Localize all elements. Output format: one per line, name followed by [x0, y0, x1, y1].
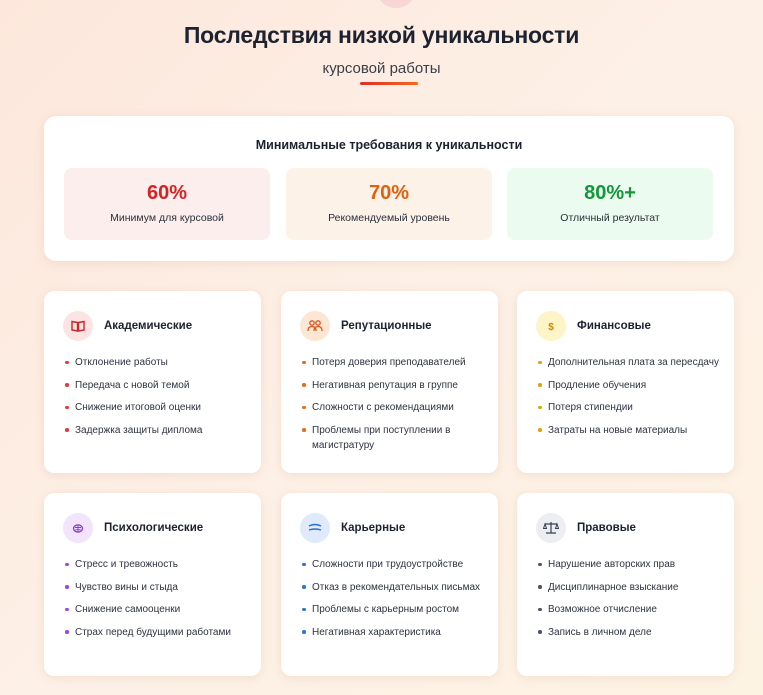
- list-item: Нарушение авторских прав: [538, 557, 724, 572]
- scales-icon: [536, 513, 566, 543]
- list-item: Передача с новой темой: [65, 378, 251, 393]
- consequence-card-financial: $ Финансовые Дополнительная плата за пер…: [517, 291, 734, 473]
- list-item: Продление обучения: [538, 378, 724, 393]
- list-item: Потеря стипендии: [538, 400, 724, 415]
- list-item: Сложности с рекомендациями: [302, 400, 488, 415]
- list-item: Снижение итоговой оценки: [65, 400, 251, 415]
- consequence-card-career: Карьерные Сложности при трудоустройстве …: [281, 493, 498, 676]
- card-title: Психологические: [104, 522, 204, 534]
- list-item: Запись в личном деле: [538, 625, 724, 640]
- card-header: $ Финансовые: [536, 311, 651, 341]
- requirement-value: 70%: [368, 182, 410, 204]
- requirement-label: Отличный результат: [560, 212, 660, 224]
- svg-text:$: $: [548, 322, 554, 332]
- requirement-tile-excellent: 80%+ Отличный результат: [507, 168, 713, 240]
- list-item: Снижение самооценки: [65, 602, 251, 617]
- people-icon: [300, 311, 330, 341]
- consequence-list: Дополнительная плата за пересдачу Продле…: [538, 355, 724, 445]
- decorative-blob: [378, 0, 414, 8]
- card-header: Карьерные: [300, 513, 405, 543]
- list-item: Дополнительная плата за пересдачу: [538, 355, 724, 370]
- list-item: Отказ в рекомендательных письмах: [302, 580, 488, 595]
- list-item: Затраты на новые материалы: [538, 423, 724, 438]
- list-item: Потеря доверия преподавателей: [302, 355, 488, 370]
- list-item: Проблемы при поступлении в магистратуру: [302, 423, 488, 453]
- brain-icon: [63, 513, 93, 543]
- card-title: Правовые: [577, 522, 636, 534]
- page-subtitle: курсовой работы: [322, 60, 441, 77]
- consequence-list: Отклонение работы Передача с новой темой…: [65, 355, 251, 445]
- requirement-value: 80%+: [584, 182, 636, 204]
- consequence-card-legal: Правовые Нарушение авторских прав Дисцип…: [517, 493, 734, 676]
- consequence-card-psychological: Психологические Стресс и тревожность Чув…: [44, 493, 261, 676]
- card-header: Психологические: [63, 513, 203, 543]
- consequence-list: Сложности при трудоустройстве Отказ в ре…: [302, 557, 488, 647]
- consequence-card-reputation: Репутационные Потеря доверия преподавате…: [281, 291, 498, 473]
- requirements-title: Минимальные требования к уникальности: [255, 138, 523, 152]
- list-item: Негативная репутация в группе: [302, 378, 488, 393]
- page-title: Последствия низкой уникальности: [183, 22, 580, 48]
- card-header: Академические: [63, 311, 192, 341]
- requirement-value: 60%: [146, 182, 188, 204]
- consequence-list: Нарушение авторских прав Дисциплинарное …: [538, 557, 724, 647]
- card-header: Правовые: [536, 513, 636, 543]
- card-title: Финансовые: [577, 320, 651, 332]
- consequence-list: Потеря доверия преподавателей Негативная…: [302, 355, 488, 460]
- title-underline: [360, 82, 418, 85]
- list-item: Задержка защиты диплома: [65, 423, 251, 438]
- list-item: Негативная характеристика: [302, 625, 488, 640]
- dollar-icon: $: [536, 311, 566, 341]
- list-item: Чувство вины и стыда: [65, 580, 251, 595]
- list-item: Стресс и тревожность: [65, 557, 251, 572]
- requirements-card: Минимальные требования к уникальности 60…: [44, 116, 734, 261]
- consequence-card-academic: Академические Отклонение работы Передача…: [44, 291, 261, 473]
- card-title: Репутационные: [341, 320, 432, 332]
- card-title: Карьерные: [341, 522, 406, 534]
- list-item: Страх перед будущими работами: [65, 625, 251, 640]
- briefcase-icon: [300, 513, 330, 543]
- card-title: Академические: [104, 320, 193, 332]
- card-header: Репутационные: [300, 311, 432, 341]
- requirement-tile-recommended: 70% Рекомендуемый уровень: [286, 168, 492, 240]
- requirement-label: Минимум для курсовой: [110, 212, 224, 224]
- requirement-label: Рекомендуемый уровень: [328, 212, 450, 224]
- list-item: Дисциплинарное взыскание: [538, 580, 724, 595]
- list-item: Возможное отчисление: [538, 602, 724, 617]
- consequence-list: Стресс и тревожность Чувство вины и стыд…: [65, 557, 251, 647]
- requirement-tile-minimum: 60% Минимум для курсовой: [64, 168, 270, 240]
- list-item: Сложности при трудоустройстве: [302, 557, 488, 572]
- list-item: Проблемы с карьерным ростом: [302, 602, 488, 617]
- book-icon: [63, 311, 93, 341]
- list-item: Отклонение работы: [65, 355, 251, 370]
